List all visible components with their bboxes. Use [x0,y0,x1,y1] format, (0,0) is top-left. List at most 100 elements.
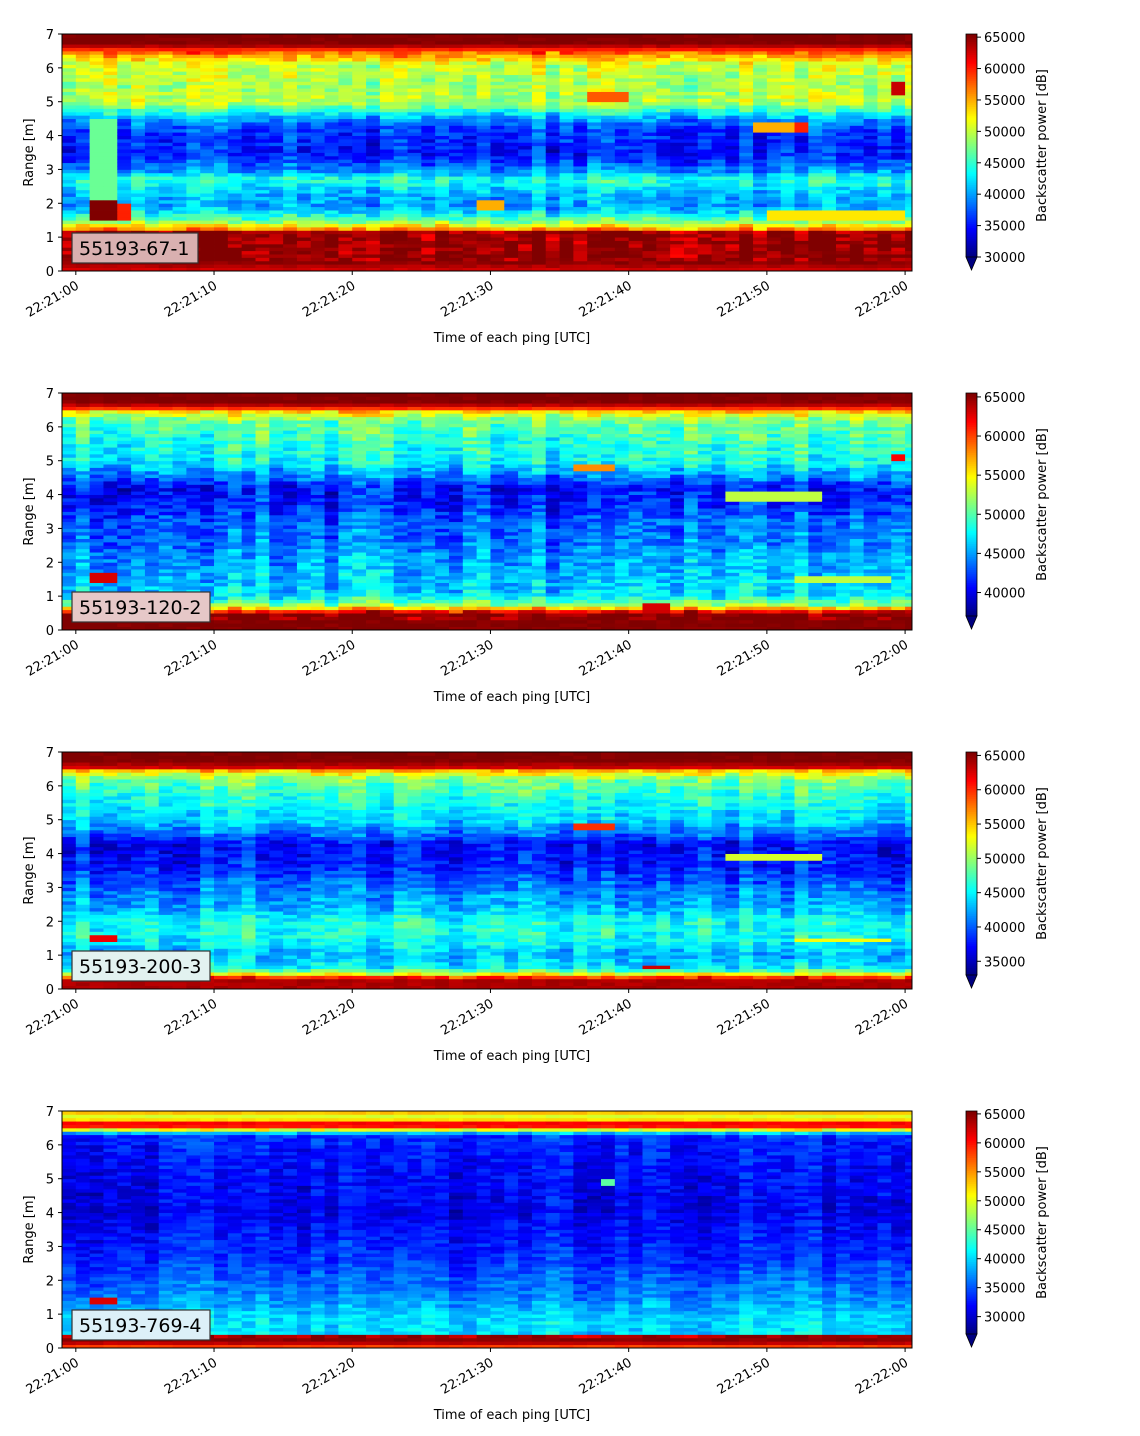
heatmap-cell [283,169,297,173]
heatmap-cell [117,129,131,133]
heatmap-cell [90,75,104,79]
heatmap-cell [159,112,173,116]
heatmap-cell [408,41,422,45]
heatmap-cell [103,583,117,587]
heatmap-cell [684,230,698,234]
heatmap-cell [836,217,850,221]
heatmap-cell [325,186,339,190]
heatmap-cell [642,159,656,163]
heatmap-cell [767,102,781,106]
heatmap-cell [131,61,145,65]
heatmap-cell [684,112,698,116]
heatmap-cell [117,169,131,173]
heatmap-cell [242,119,256,123]
heatmap-cell [656,169,670,173]
heatmap-cell [408,61,422,65]
heatmap-cell [753,132,767,136]
heatmap-cell [712,244,726,248]
heatmap-cell [325,153,339,157]
heatmap-cell [449,78,463,82]
heatmap-cell [864,92,878,96]
heatmap-cell [380,75,394,79]
heatmap-cell [560,244,574,248]
heatmap-cell [103,213,117,217]
heatmap-cell [242,149,256,153]
heatmap-cell [573,190,587,194]
heatmap-cell [200,244,214,248]
heatmap-cell [145,467,159,471]
heatmap-cell [283,227,297,231]
heatmap-cell [864,200,878,204]
heatmap-cell [753,88,767,92]
heatmap-cell [601,136,615,140]
heatmap-cell [131,48,145,52]
heatmap-cell [435,115,449,119]
heatmap-cell [698,71,712,75]
heatmap-cell [836,176,850,180]
heatmap-cell [670,64,684,68]
heatmap-cell [242,146,256,150]
heatmap-cell [808,112,822,116]
heatmap-cell [477,210,491,214]
heatmap-cell [297,129,311,133]
heatmap-cell [822,197,836,201]
heatmap-cell [228,136,242,140]
heatmap-cell [338,44,352,48]
heatmap-cell [228,78,242,82]
heatmap-cell [905,34,912,38]
heatmap-cell [76,393,90,397]
heatmap-cell [103,491,117,495]
heatmap-cell [256,85,270,89]
heatmap-cell [725,220,739,224]
heatmap-cell [504,132,518,136]
heatmap-cell [781,156,795,160]
heatmap-cell [615,241,629,245]
heatmap-cell [421,207,435,211]
heatmap-cell [103,576,117,580]
heatmap-cell [670,190,684,194]
heatmap-cell [546,190,560,194]
heatmap-cell [504,244,518,248]
heatmap-cell [76,37,90,41]
heatmap-cell [325,44,339,48]
heatmap-cell [90,471,104,475]
heatmap-cell [352,241,366,245]
heatmap-cell [380,85,394,89]
heatmap-cell [532,71,546,75]
heatmap-cell [864,125,878,129]
heatmap-cell [836,61,850,65]
heatmap-cell [767,190,781,194]
heatmap-cell [629,102,643,106]
heatmap-cell [325,163,339,167]
heatmap-cell [76,549,90,553]
heatmap-cell [214,64,228,68]
heatmap-cell [560,136,574,140]
heatmap-cell [504,149,518,153]
heatmap-cell [76,88,90,92]
heatmap-cell [366,190,380,194]
heatmap-cell [587,61,601,65]
heatmap-cell [408,200,422,204]
heatmap-cell [504,230,518,234]
heatmap-cell [62,559,76,563]
heatmap-cell [62,264,76,268]
heatmap-cell [200,139,214,143]
heatmap-cell [325,37,339,41]
heatmap-cell [463,163,477,167]
heatmap-cell [145,115,159,119]
heatmap-cell [463,244,477,248]
heatmap-cell [725,85,739,89]
heatmap-cell [366,241,380,245]
heatmap-cell [587,139,601,143]
heatmap-cell [587,48,601,52]
heatmap-cell [698,58,712,62]
heatmap-cell [504,54,518,58]
heatmap-cell [338,186,352,190]
heatmap-cell [546,129,560,133]
heatmap-cell [200,37,214,41]
heatmap-cell [338,169,352,173]
heatmap-cell [200,169,214,173]
heatmap-cell [601,75,615,79]
heatmap-cell [905,125,912,129]
heatmap-cell [753,261,767,265]
